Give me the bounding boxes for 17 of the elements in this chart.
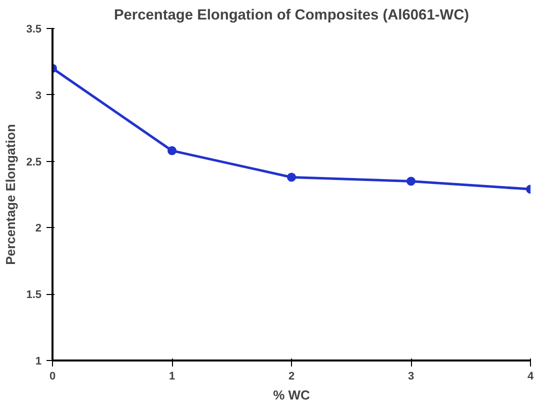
- x-tick-label: 0: [49, 370, 56, 382]
- point: [406, 176, 416, 186]
- point: [168, 146, 176, 156]
- y-tick-label: 2.5: [26, 156, 42, 168]
- x-tick-label: 3: [408, 370, 414, 382]
- point: [287, 172, 296, 182]
- y-tick-label: 1.5: [26, 289, 42, 302]
- chart-title: Percentage Elongation of Composites (Al6061-WC): [114, 8, 470, 24]
- x-tick-label: 4: [527, 370, 534, 382]
- y-axis-title: Percentage Elongation: [3, 124, 18, 265]
- y-tick-label: 3: [35, 90, 42, 102]
- y-tick-label: 3.5: [26, 24, 42, 36]
- y-tick-label: 2: [35, 222, 42, 235]
- x-axis-title: % WC: [273, 388, 311, 402]
- x-tick-label: 2: [288, 370, 295, 382]
- x-tick-label: 1: [168, 370, 176, 382]
- y-tick-label: 1: [35, 356, 42, 368]
